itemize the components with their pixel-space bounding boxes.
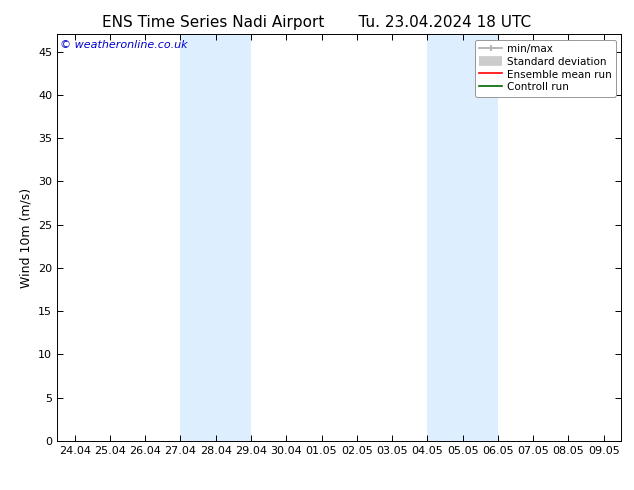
- Bar: [427, 34, 498, 441]
- Text: ENS Time Series Nadi Airport       Tu. 23.04.2024 18 UTC: ENS Time Series Nadi Airport Tu. 23.04.2…: [103, 15, 531, 30]
- Y-axis label: Wind 10m (m/s): Wind 10m (m/s): [20, 188, 32, 288]
- Text: © weatheronline.co.uk: © weatheronline.co.uk: [60, 40, 188, 50]
- Legend: min/max, Standard deviation, Ensemble mean run, Controll run: min/max, Standard deviation, Ensemble me…: [475, 40, 616, 97]
- Bar: [181, 34, 251, 441]
